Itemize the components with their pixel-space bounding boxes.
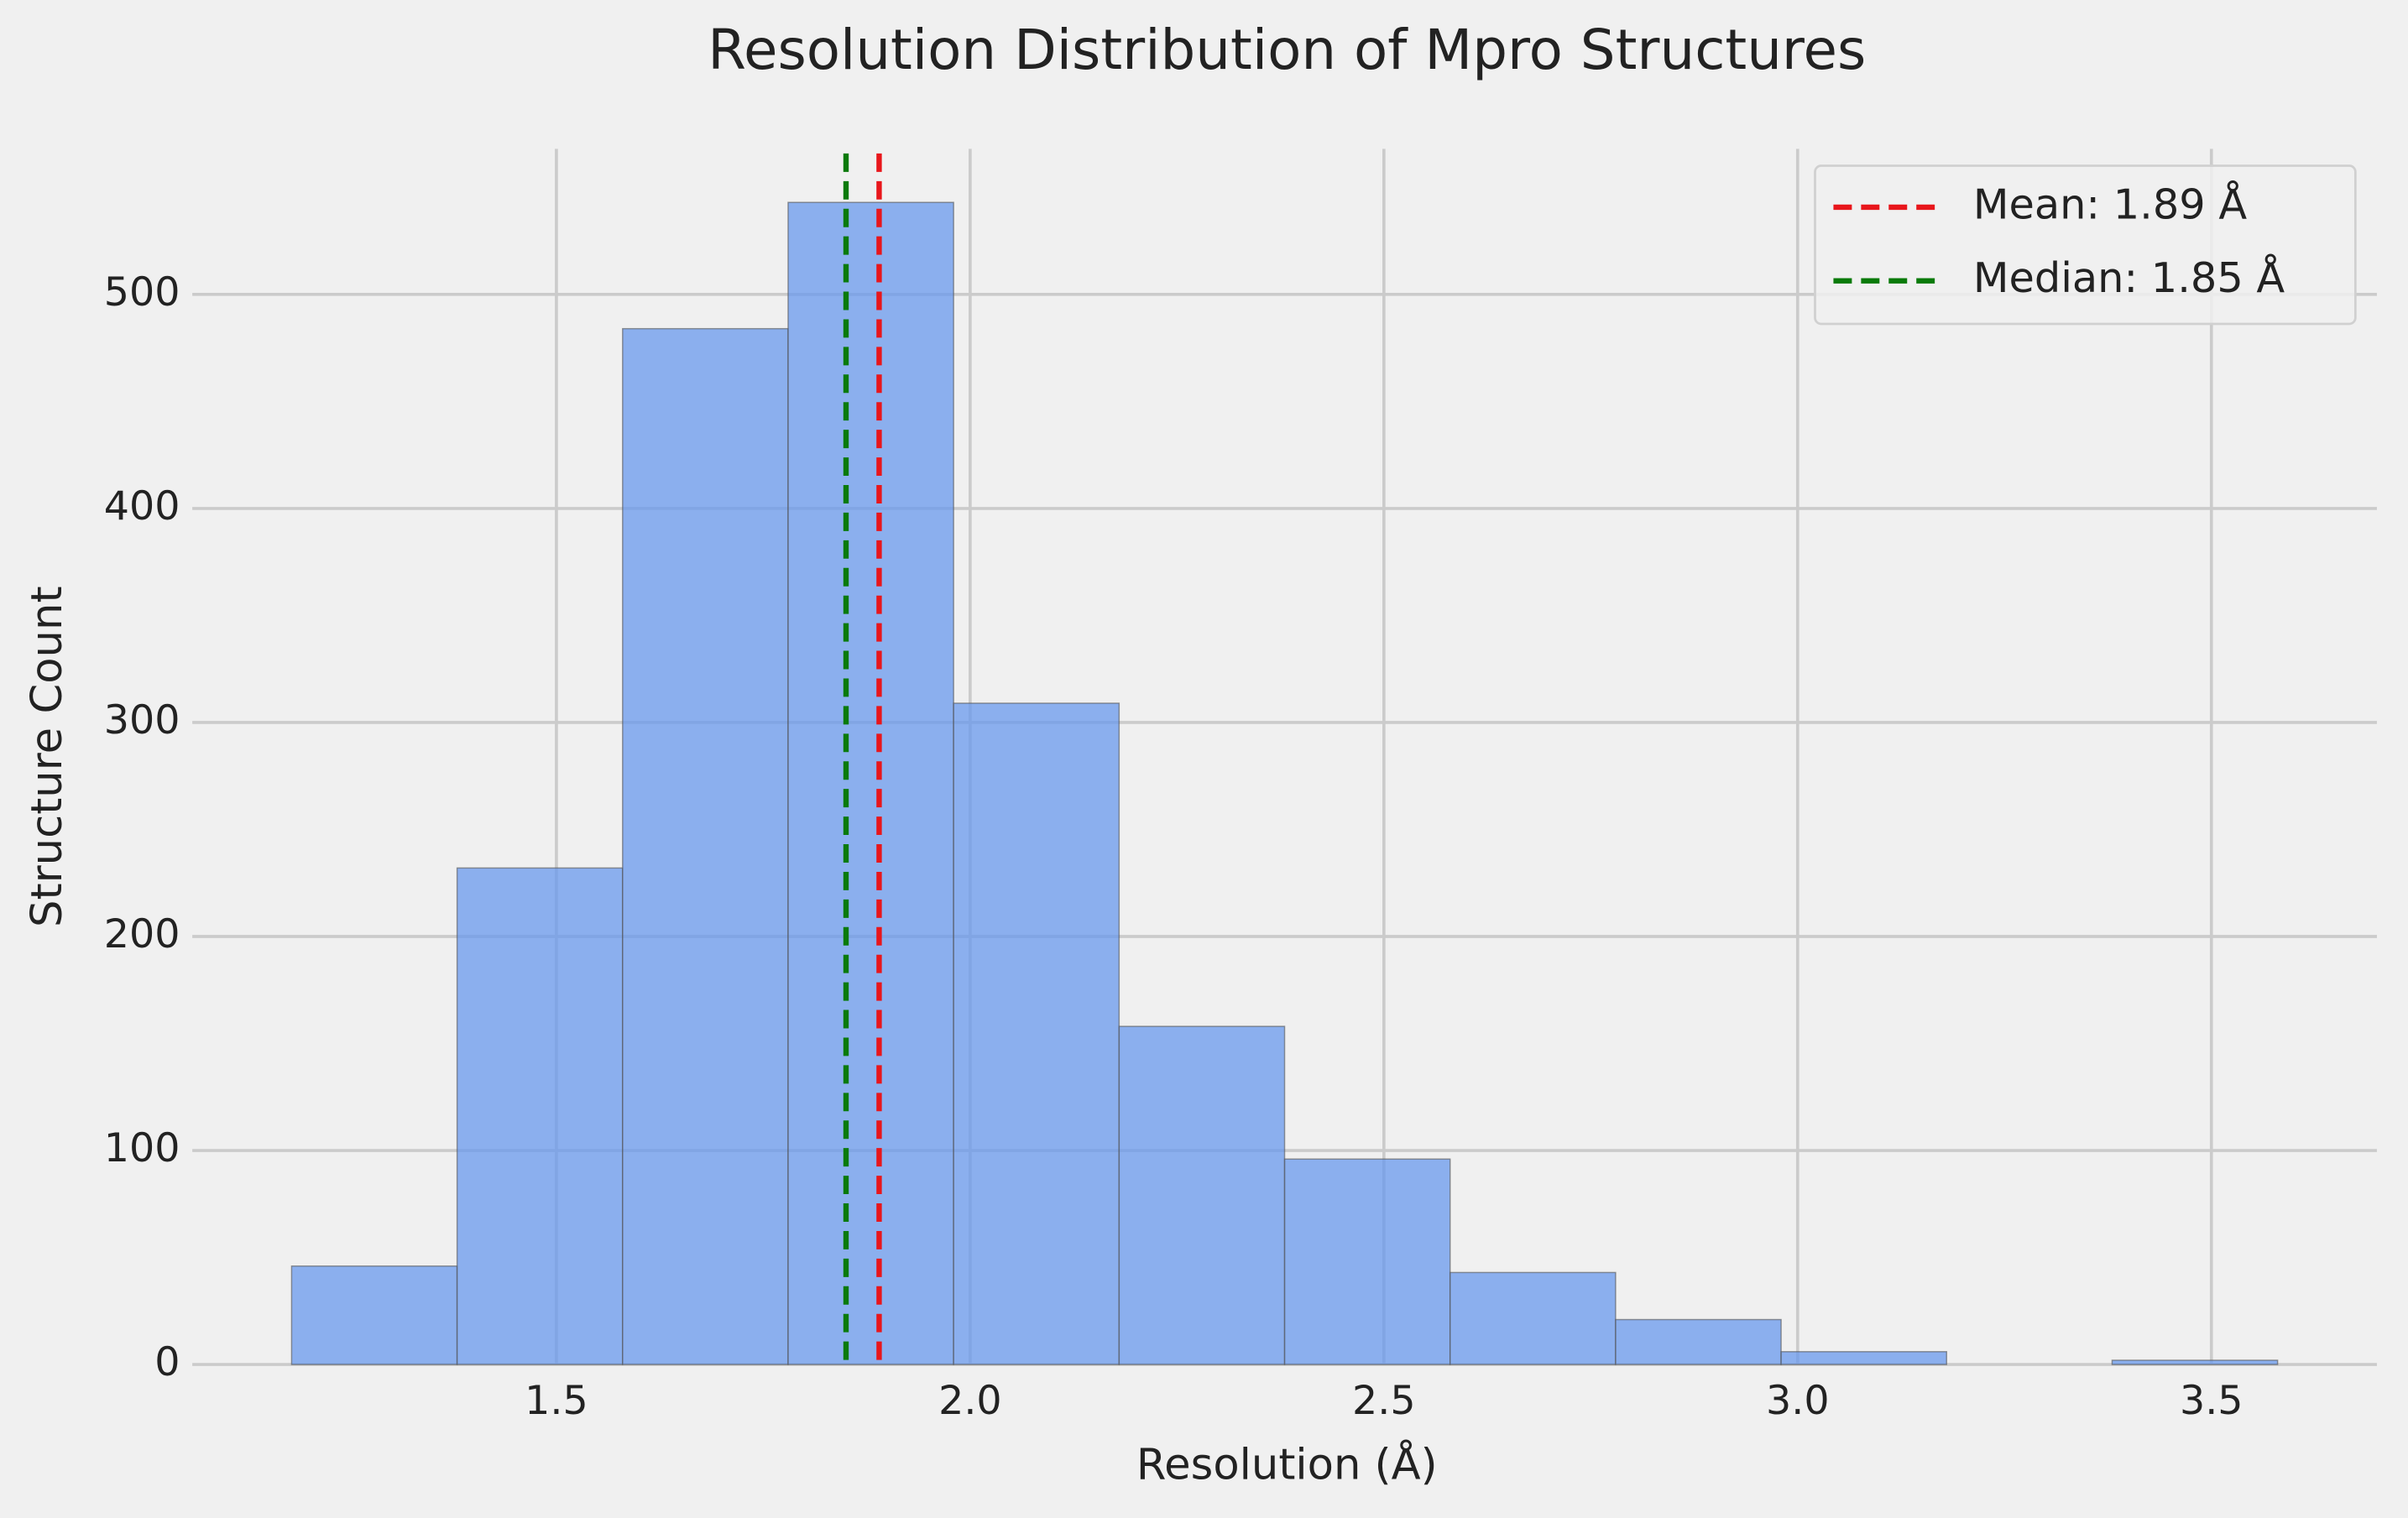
y-tick-label: 0 — [154, 1339, 180, 1385]
y-tick-label: 300 — [104, 697, 180, 743]
bar — [1118, 1025, 1286, 1365]
y-tick-label: 500 — [104, 269, 180, 316]
y-axis-label: Structure Count — [22, 586, 72, 927]
chart-title: Resolution Distribution of Mpro Structur… — [708, 18, 1866, 82]
bar — [2111, 1359, 2279, 1365]
y-tick-label: 400 — [104, 483, 180, 529]
legend-label: Mean: 1.89 Å — [1973, 180, 2247, 228]
legend-box — [1814, 164, 2357, 326]
bar — [953, 702, 1120, 1365]
legend-label: Median: 1.85 Å — [1973, 253, 2285, 302]
x-axis-label: Resolution (Å) — [1136, 1438, 1438, 1490]
x-tick-label: 3.5 — [2180, 1378, 2243, 1424]
bar — [1615, 1318, 1782, 1365]
bar — [290, 1265, 458, 1365]
bar — [456, 867, 624, 1365]
legend: Mean: 1.89 Å Median: 1.85 Å — [1814, 164, 2357, 326]
x-tick-label: 2.0 — [938, 1378, 1002, 1424]
x-tick-label: 1.5 — [525, 1378, 588, 1424]
bar — [1283, 1158, 1451, 1365]
x-tick-label: 2.5 — [1352, 1378, 1416, 1424]
y-tick-label: 100 — [104, 1125, 180, 1171]
y-tick-label: 200 — [104, 911, 180, 957]
bar — [787, 201, 954, 1365]
bar — [622, 327, 789, 1365]
x-tick-label: 3.0 — [1766, 1378, 1830, 1424]
bar — [1780, 1351, 1947, 1365]
bar — [1449, 1271, 1617, 1365]
